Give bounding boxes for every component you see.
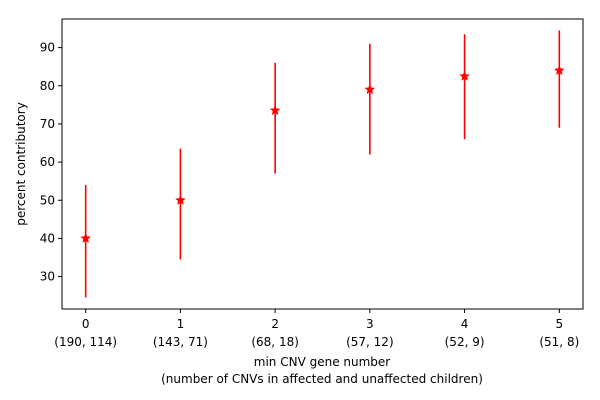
y-axis: 30 40 50 60 70 80 90	[40, 41, 62, 284]
data-point	[459, 70, 470, 81]
data-point	[553, 64, 565, 76]
plot-marks	[80, 30, 565, 298]
x-axis-label: min CNV gene number	[254, 355, 391, 369]
x-tick-sublabel: (57, 12)	[346, 335, 394, 349]
y-tick-label: 60	[40, 155, 55, 169]
x-tick-label: 1	[177, 317, 185, 331]
y-tick-label: 80	[40, 79, 55, 93]
x-tick-label: 4	[461, 317, 469, 331]
y-tick-label: 50	[40, 193, 55, 207]
x-tick-sublabel: (68, 18)	[251, 335, 299, 349]
x-axis: 0 (190, 114) 1 (143, 71) 2 (68, 18) 3 (57, 12) 4…	[54, 309, 579, 349]
x-axis-label-line2: (number of CNVs in affected and unaffect…	[161, 372, 483, 386]
y-tick-label: 90	[40, 41, 55, 55]
y-tick-label: 40	[40, 231, 55, 245]
x-tick-sublabel: (52, 9)	[445, 335, 485, 349]
x-tick-sublabel: (143, 71)	[153, 335, 208, 349]
x-tick-label: 5	[555, 317, 563, 331]
x-tick-label: 2	[271, 317, 279, 331]
y-tick-label: 70	[40, 117, 55, 131]
data-point	[80, 232, 92, 243]
x-tick-sublabel: (190, 114)	[54, 335, 117, 349]
x-tick-label: 3	[366, 317, 374, 331]
y-tick-label: 30	[40, 270, 55, 284]
y-axis-label: percent contributory	[14, 102, 28, 226]
plot-frame	[61, 18, 584, 310]
data-point	[364, 83, 376, 95]
data-point	[175, 194, 186, 205]
data-point	[269, 104, 281, 116]
x-tick-label: 0	[82, 317, 90, 331]
x-tick-sublabel: (51, 8)	[539, 335, 579, 349]
